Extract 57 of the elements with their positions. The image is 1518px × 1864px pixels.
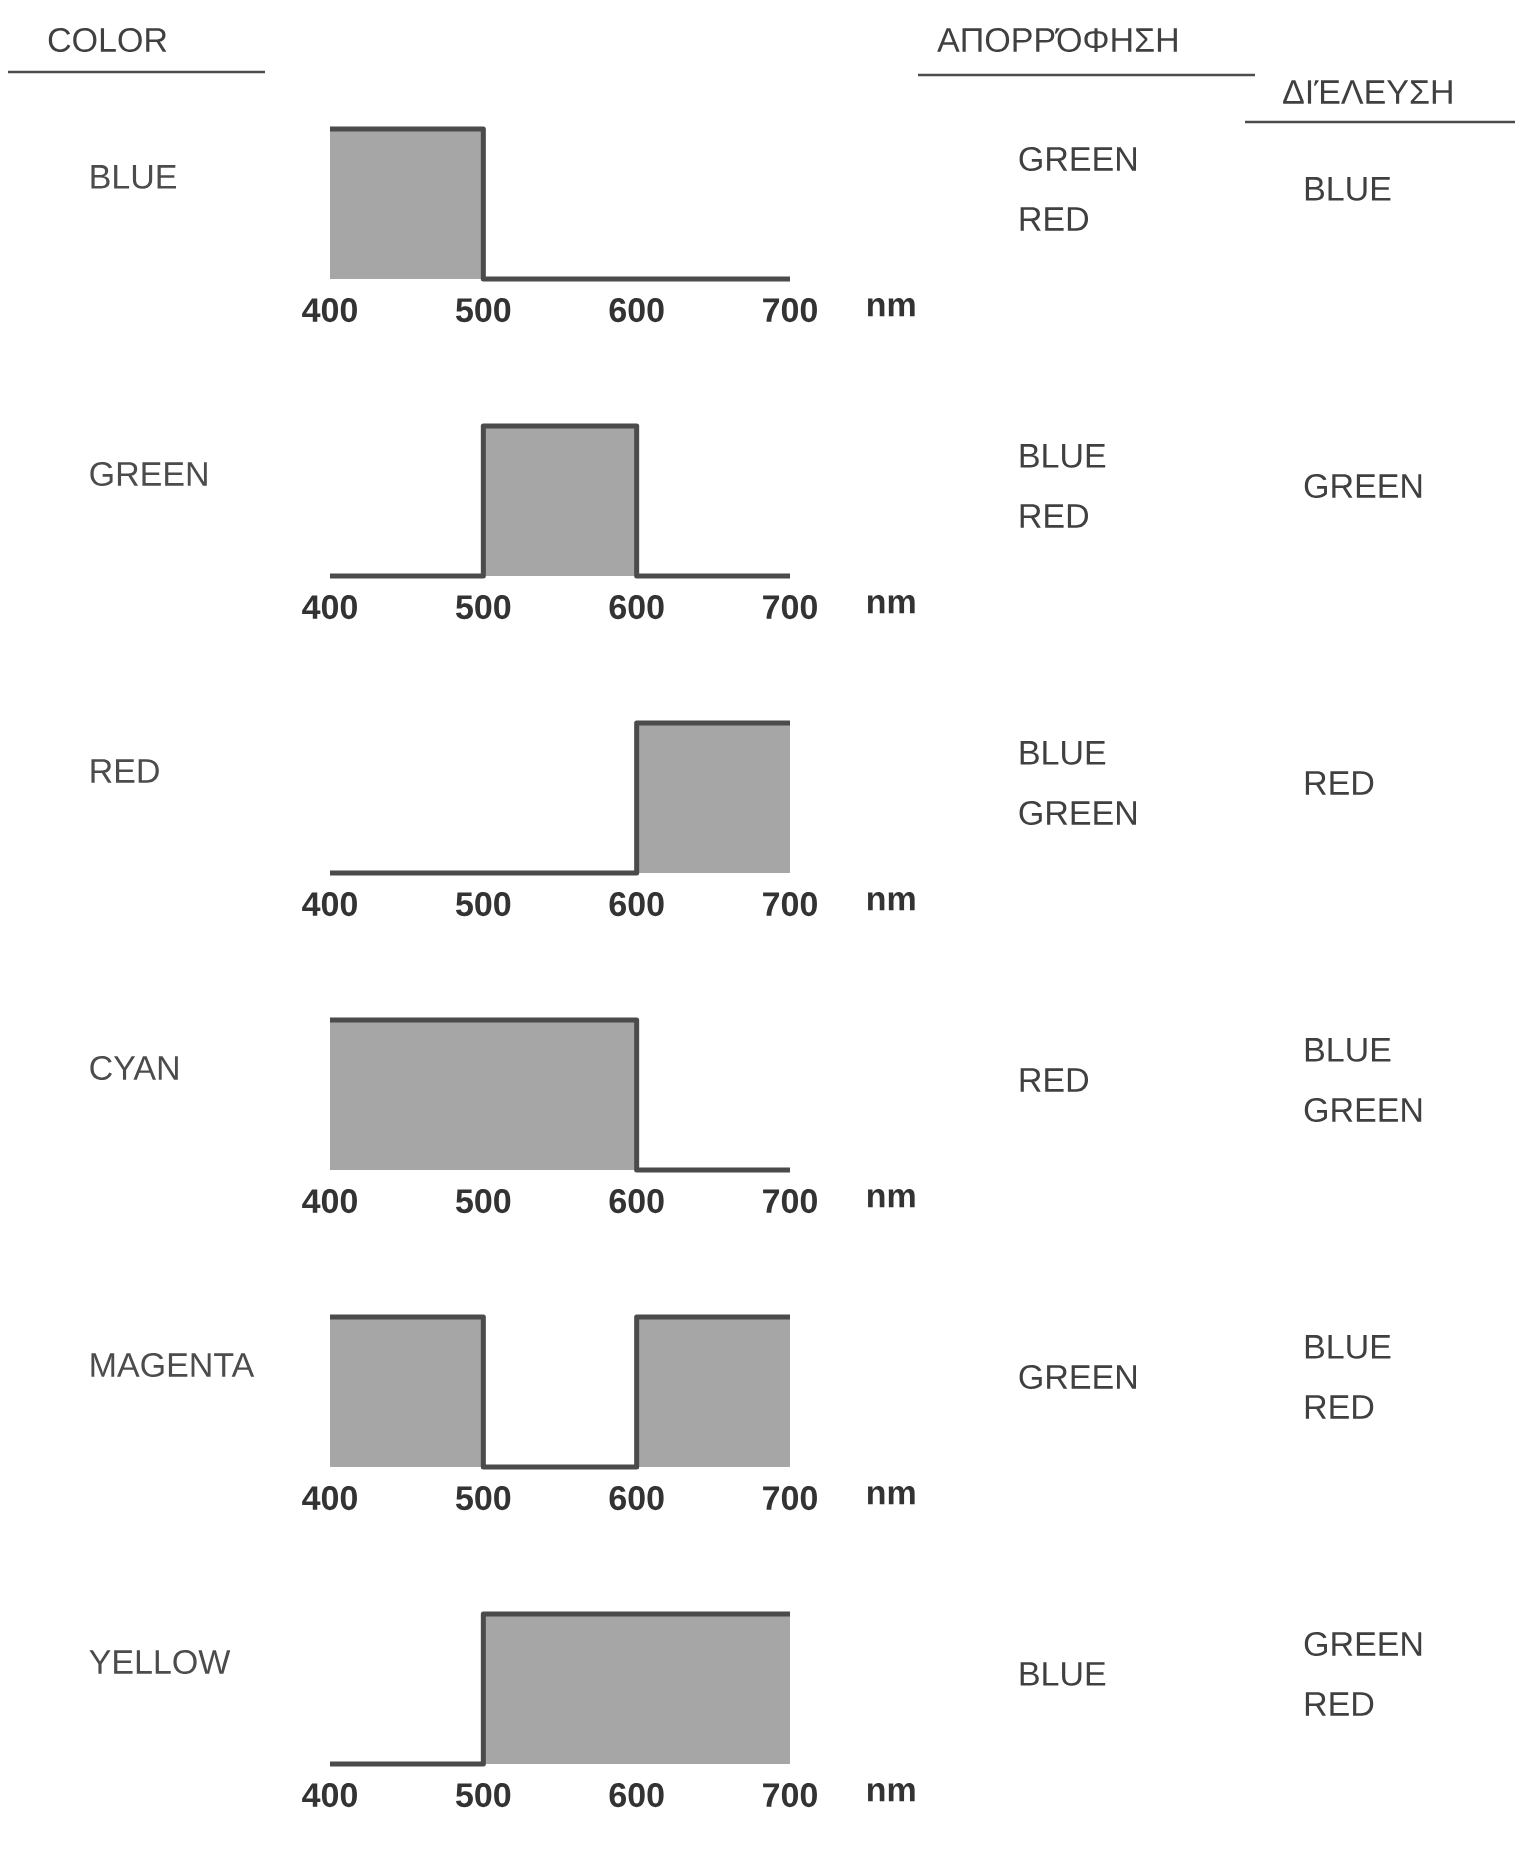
x-tick-label: 400 [302,1486,357,1511]
x-axis-title: nm [867,1189,915,1208]
text: MAGENTA [91,1352,255,1378]
text: GREEN [1304,1097,1422,1123]
text: BLUE [1305,1038,1391,1062]
x-tick-label: 500 [456,298,511,323]
text: GREEN [1019,800,1136,826]
x-tick-label: 700 [763,298,817,323]
text: RED [1305,1692,1374,1716]
text: RED [1020,504,1089,528]
x-tick-label: 500 [456,1486,511,1511]
x-tick-label: 400 [302,1783,357,1808]
x-tick-label: 700 [763,595,817,620]
x-axis-title: nm [867,892,915,911]
text: ΔΙΈΛΕΥΣΗ [1283,80,1452,104]
x-tick-label: 500 [456,892,511,917]
text: RED [1305,1395,1374,1419]
x-tick-label: 400 [302,892,357,917]
text: BLUE [1020,1662,1106,1686]
x-tick-label: 600 [609,298,664,323]
x-axis-title: nm [867,298,915,317]
x-tick-label: 400 [302,1189,357,1214]
text: GREEN [1019,146,1136,172]
text: BLUE [91,165,176,189]
text: YELLOW [89,1649,231,1675]
x-tick-label: 600 [609,1486,664,1511]
text: RED [1020,207,1089,231]
text: RED [1305,771,1374,795]
x-tick-label: 700 [763,1486,817,1511]
text: BLUE [1305,177,1391,201]
text: BLUE [1020,741,1106,765]
text: RED [91,759,159,783]
x-tick-label: 500 [456,1189,511,1214]
text: BLUE [1305,1335,1391,1359]
text: COLOR [48,27,167,53]
x-axis-title: nm [867,595,915,614]
x-tick-label: 500 [456,595,511,620]
text: CYAN [90,1055,178,1081]
text: GREEN [1019,1364,1136,1390]
x-tick-label: 700 [763,1783,817,1808]
x-tick-label: 700 [763,1189,817,1214]
text: GREEN [1304,1631,1422,1657]
x-tick-label: 600 [609,892,664,917]
text: GREEN [1304,473,1422,499]
text: GREEN [90,461,207,487]
x-axis-title: nm [867,1486,915,1505]
x-tick-label: 700 [763,892,817,917]
x-tick-label: 500 [456,1783,511,1808]
x-axis-title: nm [867,1783,915,1802]
text: ΑΠΟΡΡΌΦΗΣΗ [937,27,1177,53]
text: RED [1020,1068,1089,1092]
x-tick-label: 600 [609,1783,664,1808]
x-tick-label: 400 [302,595,357,620]
x-tick-label: 600 [609,595,664,620]
x-tick-label: 600 [609,1189,664,1214]
x-tick-label: 400 [302,298,357,323]
text: BLUE [1020,444,1106,468]
